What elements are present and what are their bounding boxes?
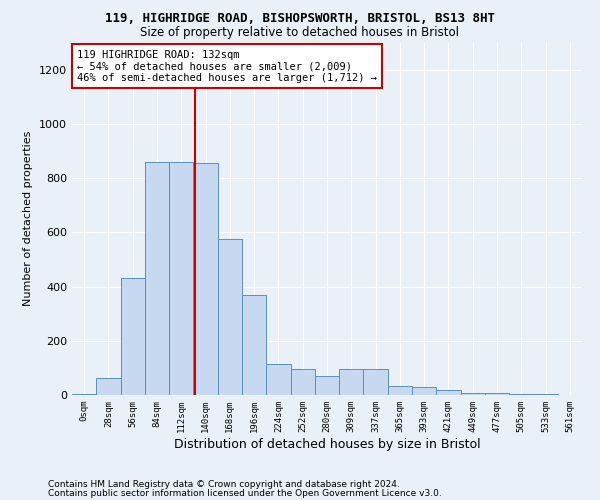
Text: 119 HIGHRIDGE ROAD: 132sqm
← 54% of detached houses are smaller (2,009)
46% of s: 119 HIGHRIDGE ROAD: 132sqm ← 54% of deta… [77, 50, 377, 82]
Bar [436, 390, 461, 395]
Bar [290, 369, 315, 395]
Bar [121, 278, 145, 395]
Bar [533, 394, 558, 395]
Bar [169, 162, 193, 395]
Bar [72, 394, 96, 395]
Bar [266, 364, 290, 395]
Bar [242, 294, 266, 395]
Text: 119, HIGHRIDGE ROAD, BISHOPSWORTH, BRISTOL, BS13 8HT: 119, HIGHRIDGE ROAD, BISHOPSWORTH, BRIST… [105, 12, 495, 26]
Text: Size of property relative to detached houses in Bristol: Size of property relative to detached ho… [140, 26, 460, 39]
Bar [96, 378, 121, 395]
Bar [145, 162, 169, 395]
Bar [461, 393, 485, 395]
Bar [485, 393, 509, 395]
Bar [218, 239, 242, 395]
Text: Contains public sector information licensed under the Open Government Licence v3: Contains public sector information licen… [48, 489, 442, 498]
Bar [509, 394, 533, 395]
Bar [315, 376, 339, 395]
Bar [364, 369, 388, 395]
Text: Contains HM Land Registry data © Crown copyright and database right 2024.: Contains HM Land Registry data © Crown c… [48, 480, 400, 489]
Bar [193, 163, 218, 395]
Bar [412, 388, 436, 395]
Bar [339, 369, 364, 395]
X-axis label: Distribution of detached houses by size in Bristol: Distribution of detached houses by size … [173, 438, 481, 450]
Bar [388, 386, 412, 395]
Y-axis label: Number of detached properties: Number of detached properties [23, 131, 34, 306]
